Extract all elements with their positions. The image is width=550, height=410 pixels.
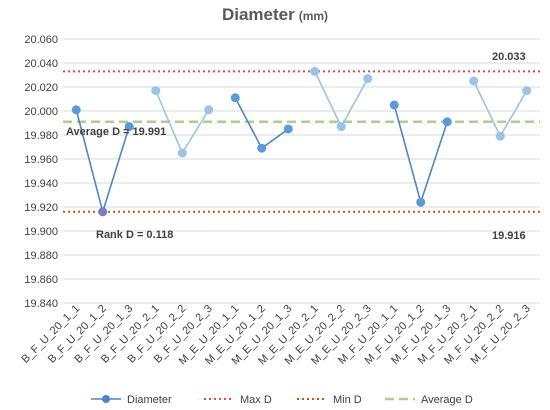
diameter-point xyxy=(469,76,479,86)
diameter-point xyxy=(151,86,161,96)
y-tick-label: 19.920 xyxy=(24,202,58,214)
legend-label: Diameter xyxy=(127,394,172,406)
y-tick-label: 19.940 xyxy=(24,178,58,190)
y-tick-label: 19.900 xyxy=(24,226,58,238)
legend-item: Min D xyxy=(297,394,362,406)
diameter-point xyxy=(124,122,134,132)
min-annotation: 19.916 xyxy=(492,230,526,242)
y-tick-label: 19.980 xyxy=(24,130,58,142)
diameter-point xyxy=(71,105,81,115)
diameter-point xyxy=(363,74,373,84)
max-annotation: 20.033 xyxy=(492,51,526,63)
diameter-point xyxy=(283,124,293,134)
chart-title-main: Diameter xyxy=(222,5,295,24)
average-annotation: Average D = 19.991 xyxy=(66,126,166,138)
legend-item: Max D xyxy=(204,394,272,406)
chart-title-unit: (mm) xyxy=(299,9,328,23)
reference-lines xyxy=(63,70,540,213)
diameter-point xyxy=(442,117,452,127)
y-tick-label: 19.960 xyxy=(24,154,58,166)
y-tick-label: 19.840 xyxy=(24,298,58,310)
y-tick-label: 20.000 xyxy=(24,106,58,118)
diameter-point xyxy=(389,100,399,110)
legend-item: Average D xyxy=(385,394,473,406)
diameter-point xyxy=(522,86,532,96)
y-tick-label: 19.860 xyxy=(24,274,58,286)
y-tick-label: 20.060 xyxy=(24,34,58,46)
diameter-point xyxy=(416,197,426,207)
diameter-series xyxy=(71,66,532,217)
legend-label: Max D xyxy=(240,394,272,406)
y-tick-label: 20.020 xyxy=(24,82,58,94)
diameter-point xyxy=(177,148,187,158)
legend: Diameter Max D Min D Average D xyxy=(91,394,473,406)
diameter-point xyxy=(495,131,505,141)
diameter-segment xyxy=(473,80,528,138)
y-tick-label: 20.040 xyxy=(24,58,58,70)
diameter-point xyxy=(257,143,267,153)
diameter-point xyxy=(336,122,346,132)
x-axis-tick-labels: B_F_U_20_1_1B_F_U_20_1_2B_F_U_20_1_3B_F_… xyxy=(19,303,532,368)
diameter-segment xyxy=(314,71,369,129)
diameter-point xyxy=(98,207,108,217)
diameter-segment xyxy=(393,104,449,205)
gridlines xyxy=(63,38,540,304)
y-tick-label: 19.880 xyxy=(24,250,58,262)
rank-annotation: Rank D = 0.118 xyxy=(96,229,173,241)
annotations: Average D = 19.991 Rank D = 0.118 20.033… xyxy=(66,51,526,242)
legend-label: Min D xyxy=(333,394,362,406)
legend-marker xyxy=(102,395,110,403)
legend-item: Diameter xyxy=(91,394,172,406)
diameter-point xyxy=(310,66,320,76)
diameter-point xyxy=(230,93,240,103)
chart-title: Diameter (mm) xyxy=(222,5,328,24)
legend-label: Average D xyxy=(421,394,473,406)
y-axis-tick-labels: 19.840 19.860 19.880 19.900 19.920 19.940 19.9… xyxy=(24,34,58,310)
diameter-point xyxy=(204,105,214,115)
